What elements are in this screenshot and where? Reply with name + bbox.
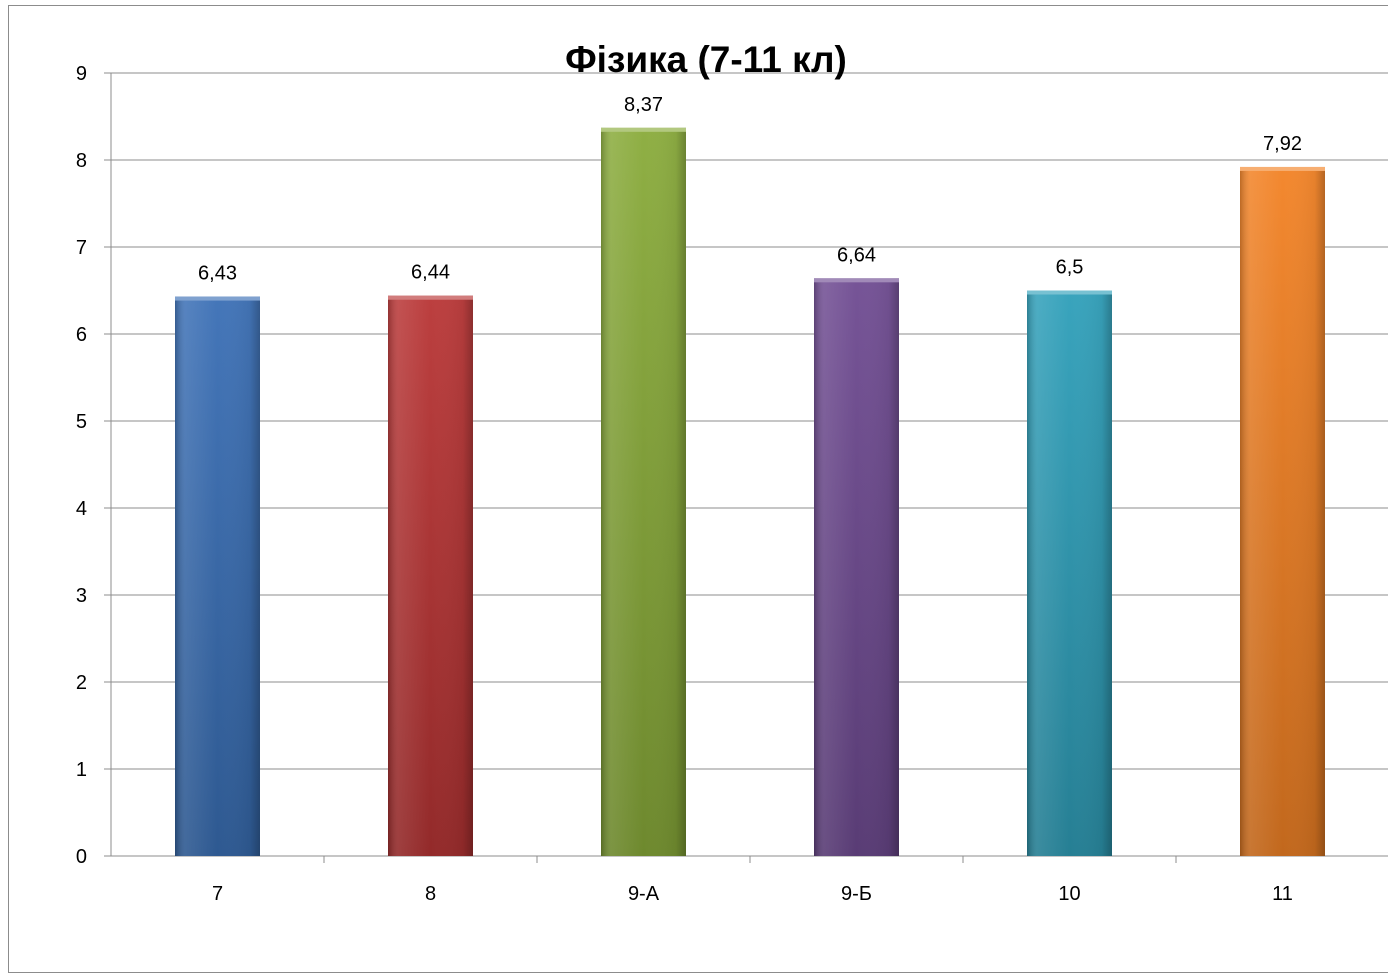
bar-top-bevel — [388, 295, 473, 300]
bar-shading — [175, 296, 260, 857]
axes — [104, 72, 1388, 863]
bar-10 — [1027, 290, 1112, 856]
bar-8 — [388, 295, 473, 857]
bar-11 — [1240, 166, 1325, 856]
bar-7 — [175, 296, 260, 857]
data-label: 6,5 — [1056, 257, 1084, 279]
bar-9-А — [601, 127, 686, 856]
bar-9-Б — [814, 278, 899, 856]
x-tick-label: 9-Б — [841, 883, 872, 905]
bar-shading — [601, 127, 686, 856]
y-axis-tick-labels: 0 1 2 3 4 5 6 7 8 9 — [76, 63, 87, 868]
bar-shading — [814, 278, 899, 856]
data-label: 8,37 — [624, 94, 663, 116]
x-tick-label: 10 — [1058, 883, 1080, 905]
y-tick-label: 7 — [76, 237, 87, 259]
y-tick-label: 2 — [76, 672, 87, 694]
y-tick-label: 8 — [76, 150, 87, 172]
bar-top-bevel — [814, 278, 899, 283]
x-tick-label: 11 — [1272, 883, 1293, 905]
y-tick-label: 3 — [76, 585, 87, 607]
data-label: 7,92 — [1263, 133, 1302, 155]
gridlines — [111, 72, 1388, 770]
bar-top-bevel — [601, 127, 686, 132]
y-tick-label: 1 — [76, 759, 87, 781]
x-tick-label: 9-А — [628, 883, 660, 905]
x-tick-label: 7 — [212, 883, 223, 905]
data-label: 6,64 — [837, 244, 876, 266]
bar-shading — [1027, 290, 1112, 856]
y-tick-label: 9 — [76, 63, 87, 85]
y-tick-label: 5 — [76, 411, 87, 433]
bar-top-bevel — [1027, 290, 1112, 295]
y-tick-label: 0 — [76, 846, 87, 868]
y-tick-label: 6 — [76, 324, 87, 346]
x-axis-tick-labels: 7 8 9-А 9-Б 10 11 — [212, 883, 1293, 905]
bar-shading — [1240, 166, 1325, 856]
bars — [175, 127, 1325, 857]
bar-top-bevel — [1240, 166, 1325, 171]
bar-shading — [388, 295, 473, 857]
x-tick-label: 8 — [425, 883, 436, 905]
y-tick-label: 4 — [76, 498, 87, 520]
data-labels: 6,43 6,44 8,37 6,64 6,5 7,92 — [198, 94, 1302, 285]
data-label: 6,43 — [198, 263, 237, 285]
bar-top-bevel — [175, 296, 260, 301]
chart-title: Фізика (7-11 кл) — [565, 39, 847, 80]
data-label: 6,44 — [411, 262, 450, 284]
